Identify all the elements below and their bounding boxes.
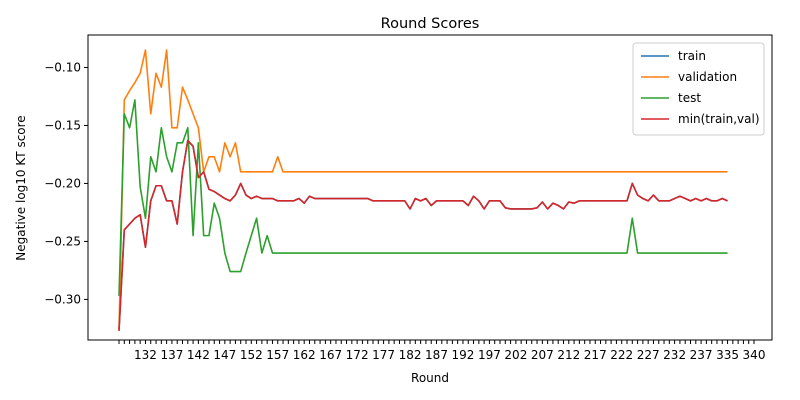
y-tick-label: −0.30 — [44, 292, 81, 306]
legend-label: min(train,val) — [678, 112, 760, 126]
plot-frame — [87, 34, 773, 341]
legend-label: train — [678, 49, 706, 63]
legend-label: validation — [678, 70, 737, 84]
x-tick-label: 217 — [584, 348, 607, 362]
x-tick-label: 152 — [240, 348, 263, 362]
legend: train validation test min(train,val) — [632, 42, 765, 136]
y-axis-label: Negative log10 KT score — [14, 115, 28, 260]
legend-label: test — [678, 91, 701, 105]
x-tick-label: 237 — [690, 348, 713, 362]
y-tick-label: −0.10 — [44, 60, 81, 74]
x-axis-label: Round — [411, 371, 449, 385]
y-tick-label: −0.20 — [44, 176, 81, 190]
x-tick-label: 137 — [160, 348, 183, 362]
series-line-min-train-val — [118, 139, 728, 331]
series-line-test — [118, 99, 728, 296]
y-tick-label: −0.15 — [44, 118, 81, 132]
x-tick-label: 192 — [452, 348, 475, 362]
legend-box — [632, 42, 765, 136]
x-tick-label: 340 — [743, 348, 766, 362]
x-tick-label: 142 — [187, 348, 210, 362]
x-tick-label: 157 — [266, 348, 289, 362]
series-line-validation — [118, 49, 728, 331]
x-tick-label: 222 — [610, 348, 633, 362]
x-tick-label: 132 — [134, 348, 157, 362]
x-tick-label: 182 — [399, 348, 422, 362]
x-tick-label: 232 — [663, 348, 686, 362]
x-tick-label: 172 — [346, 348, 369, 362]
x-tick-label: 197 — [478, 348, 501, 362]
axes-layer: −0.30 −0.25 −0.20 −0.15 −0.10 132 137 142 147 152… — [44, 60, 765, 362]
x-tick-label: 202 — [504, 348, 527, 362]
x-tick-label: 187 — [425, 348, 448, 362]
x-tick-label: 335 — [716, 348, 739, 362]
y-tick-label: −0.25 — [44, 234, 81, 248]
chart-title: Round Scores — [381, 16, 480, 32]
series-layer — [118, 49, 728, 331]
x-tick-label: 177 — [372, 348, 395, 362]
x-tick-label: 167 — [319, 348, 342, 362]
x-tick-label: 227 — [637, 348, 660, 362]
x-tick-label: 147 — [213, 348, 236, 362]
x-tick-label: 212 — [557, 348, 580, 362]
x-tick-label: 162 — [293, 348, 316, 362]
x-tick-label: 207 — [531, 348, 554, 362]
